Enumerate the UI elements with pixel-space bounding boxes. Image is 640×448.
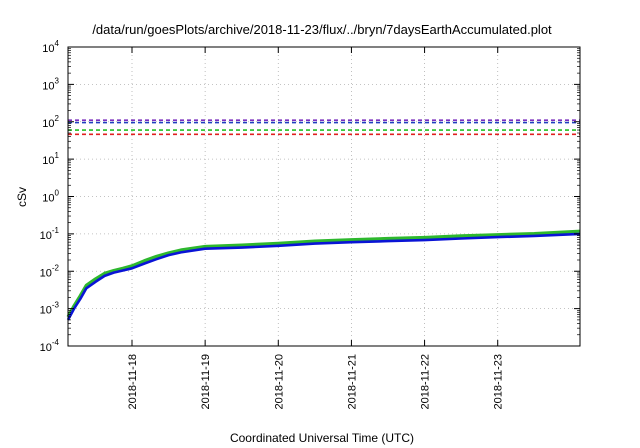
x-axis: 2018-11-18 2018-11-19 2018-11-20 2018-11-21… bbox=[127, 47, 505, 409]
y-tick-label: 10-3 bbox=[40, 301, 60, 317]
y-tick-label: 104 bbox=[42, 39, 59, 55]
y-tick-label: 10-4 bbox=[40, 338, 60, 354]
x-tick-label: 2018-11-21 bbox=[346, 354, 358, 409]
series-lines bbox=[66, 229, 581, 321]
x-axis-label: Coordinated Universal Time (UTC) bbox=[230, 431, 414, 445]
y-tick-label: 103 bbox=[42, 76, 59, 92]
x-tick-label: 2018-11-23 bbox=[493, 354, 505, 409]
reference-lines bbox=[68, 119, 580, 136]
chart-title: /data/run/goesPlots/archive/2018-11-23/f… bbox=[92, 22, 552, 37]
y-tick-label: 102 bbox=[42, 114, 59, 130]
y-axis: 10-4 10-3 10-2 10-1 100 101 102 103 104 bbox=[40, 39, 580, 354]
y-axis-label: cSv bbox=[15, 187, 29, 207]
series-line bbox=[66, 232, 581, 321]
x-tick-label: 2018-11-19 bbox=[200, 354, 212, 409]
y-tick-label: 101 bbox=[42, 151, 59, 167]
y-tick-label: 10-2 bbox=[40, 263, 60, 279]
y-tick-label: 10-1 bbox=[40, 226, 60, 242]
x-tick-label: 2018-11-18 bbox=[127, 354, 139, 409]
x-tick-label: 2018-11-22 bbox=[420, 354, 432, 409]
y-tick-label: 100 bbox=[42, 189, 59, 205]
series-line bbox=[66, 229, 581, 318]
x-tick-label: 2018-11-20 bbox=[273, 354, 285, 409]
grid-lines bbox=[68, 47, 580, 346]
